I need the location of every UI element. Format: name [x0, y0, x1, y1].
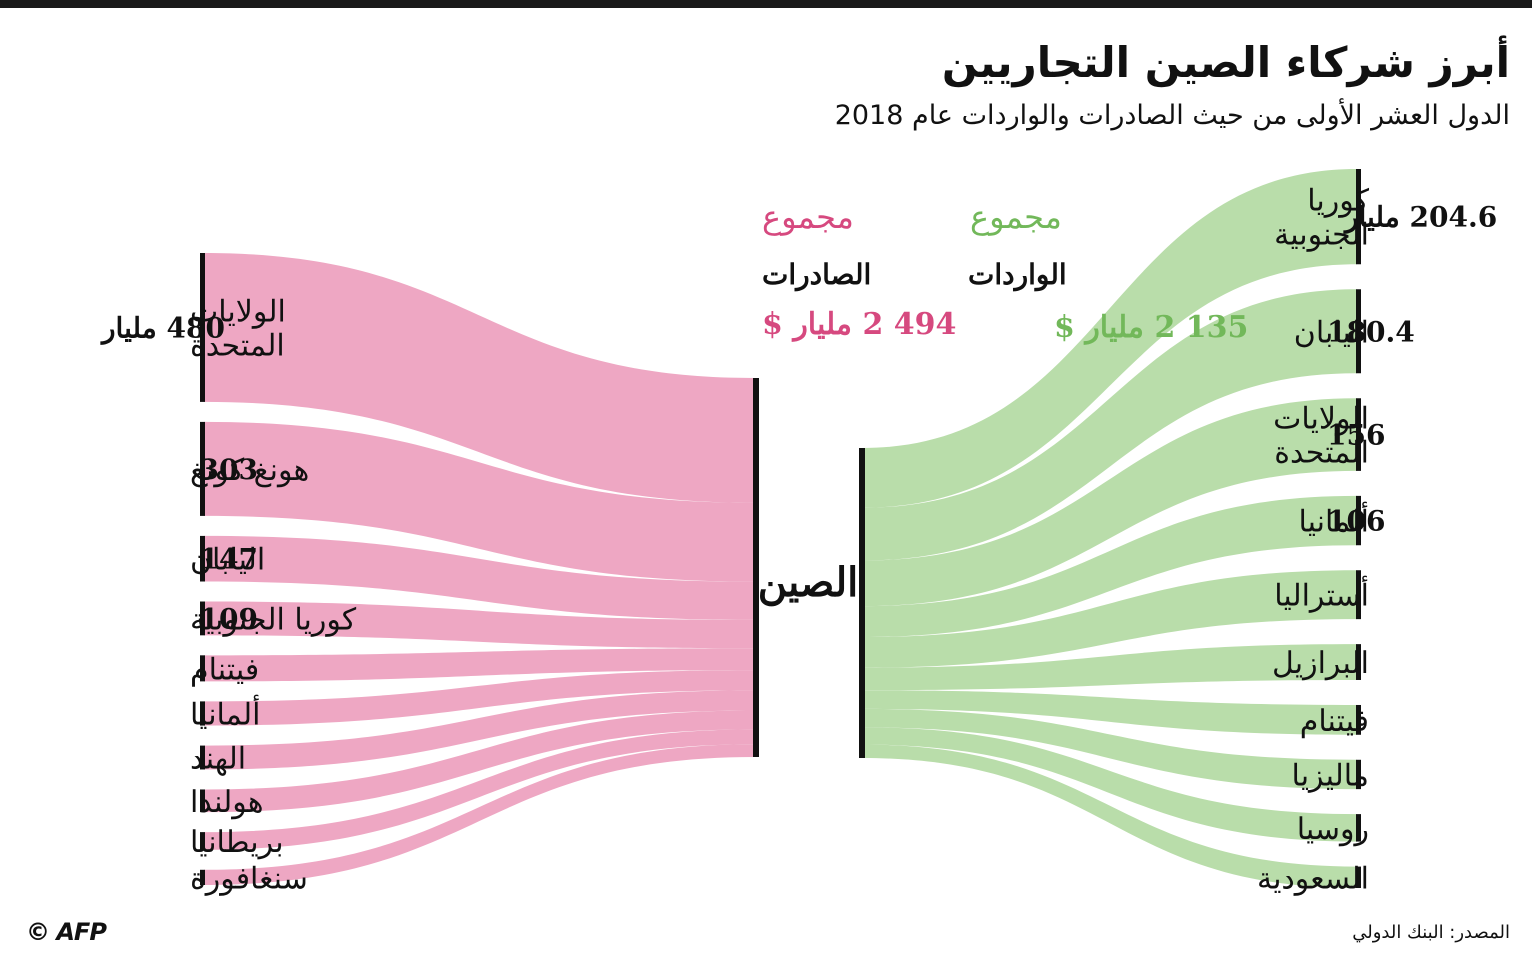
imports-total-amount: 135 2 مليار $ — [1054, 310, 1248, 345]
import-country-bar — [1356, 495, 1361, 546]
import-flow-band — [862, 289, 1357, 561]
import-country-label: الجنوبية — [1274, 218, 1369, 253]
import-flow-band — [862, 398, 1357, 607]
export-flow-band — [204, 729, 755, 850]
import-flow-band — [862, 727, 1357, 842]
import-value-label: 180.4 — [1327, 315, 1415, 348]
imports-total-label: الواردات — [968, 258, 1067, 292]
export-flow-band — [204, 535, 755, 620]
export-country-label: بريطانيا — [190, 825, 284, 860]
import-country-bar — [1356, 398, 1361, 471]
export-country-label: المتحدة — [190, 328, 285, 363]
export-country-label: فيتنام — [190, 652, 259, 687]
afp-logo: © AFP — [26, 918, 107, 946]
export-country-label: اليابان — [190, 543, 265, 578]
export-country-label: الهند — [190, 742, 246, 777]
export-flow-band — [204, 710, 755, 813]
export-country-label: كوريا الجنوبية — [190, 602, 357, 637]
source-note: المصدر: البنك الدولي — [1352, 922, 1510, 943]
export-value-label: 303 — [200, 453, 258, 486]
exports-total-word: مجموع — [762, 198, 854, 236]
page-subtitle: الدول العشر الأولى من حيث الصادرات والوا… — [834, 100, 1510, 131]
import-country-bar — [1356, 169, 1361, 265]
export-flows — [204, 253, 755, 885]
import-value-label: 204.6 مليار — [1343, 201, 1497, 235]
top-rule — [0, 0, 1532, 8]
import-country-label: روسيا — [1297, 812, 1369, 847]
import-country-bar — [1356, 704, 1361, 735]
china-node-label: الصين — [758, 559, 859, 607]
export-country-bar — [200, 832, 205, 850]
imports-total: مجموع الواردات 135 2 مليار $ — [968, 198, 1248, 345]
export-value-label: 480 مليار — [100, 311, 225, 345]
export-country-label: الولايات — [190, 294, 286, 329]
import-country-bar — [1356, 866, 1361, 888]
export-country-bar — [200, 421, 205, 516]
export-flow-band — [204, 648, 755, 682]
exports-total-amount: 494 2 مليار $ — [762, 307, 956, 342]
china-imports-bar — [859, 448, 865, 758]
import-country-label: أستراليا — [1274, 576, 1369, 614]
import-flow-band — [862, 169, 1357, 508]
import-flows — [862, 169, 1357, 888]
export-flow-band — [204, 253, 755, 503]
import-value-label: 106 — [1327, 505, 1385, 538]
export-country-bar — [200, 745, 205, 770]
import-country-bar — [1356, 570, 1361, 620]
export-country-label: سنغافورة — [190, 861, 308, 896]
node-bars — [200, 169, 1361, 888]
import-country-label: المتحدة — [1274, 436, 1369, 471]
export-country-bar — [200, 253, 205, 402]
export-value-label: 147 — [200, 543, 258, 576]
afp-logo-text: AFP — [56, 918, 107, 946]
import-flow-band — [862, 690, 1357, 735]
export-country-label: ألمانيا — [190, 694, 261, 732]
export-country-bar — [200, 601, 205, 636]
import-country-label: السعودية — [1257, 861, 1369, 896]
imports-total-word: مجموع — [970, 198, 1062, 236]
import-flow-band — [862, 744, 1357, 888]
export-country-bar — [200, 869, 205, 885]
import-country-label: ماليزيا — [1292, 758, 1369, 793]
export-flow-band — [204, 690, 755, 770]
import-country-label: فيتنام — [1300, 704, 1369, 739]
import-flow-band — [862, 495, 1357, 638]
export-flow-band — [204, 744, 755, 885]
exports-total-label: الصادرات — [762, 258, 871, 292]
export-flow-band — [204, 670, 755, 726]
import-flow-band — [862, 644, 1357, 691]
import-flow-band — [862, 708, 1357, 790]
export-country-bar — [200, 701, 205, 726]
import-country-bar — [1356, 644, 1361, 680]
export-country-bar — [200, 535, 205, 582]
import-value-label: 156 — [1327, 419, 1385, 452]
import-flow-band — [862, 570, 1357, 668]
export-flow-band — [204, 601, 755, 649]
export-country-bar — [200, 789, 205, 813]
page-title: أبرز شركاء الصين التجاريين — [941, 38, 1510, 87]
import-country-label: كوريا — [1307, 184, 1369, 219]
import-country-bar — [1356, 814, 1361, 842]
import-country-bar — [1356, 289, 1361, 374]
import-country-label: البرازيل — [1272, 646, 1369, 681]
export-flow-band — [204, 421, 755, 582]
import-country-label: ألمانيا — [1298, 502, 1369, 540]
export-country-bar — [200, 655, 205, 682]
export-country-label: هولندا — [190, 785, 264, 820]
exports-total: مجموع الصادرات 494 2 مليار $ — [762, 198, 956, 342]
china-exports-bar — [753, 378, 759, 757]
import-country-bar — [1356, 759, 1361, 790]
export-value-label: 109 — [200, 602, 258, 635]
export-country-label: هونغ كونغ — [190, 453, 309, 488]
import-country-label: الولايات — [1273, 402, 1369, 437]
import-country-label: اليابان — [1294, 315, 1369, 350]
